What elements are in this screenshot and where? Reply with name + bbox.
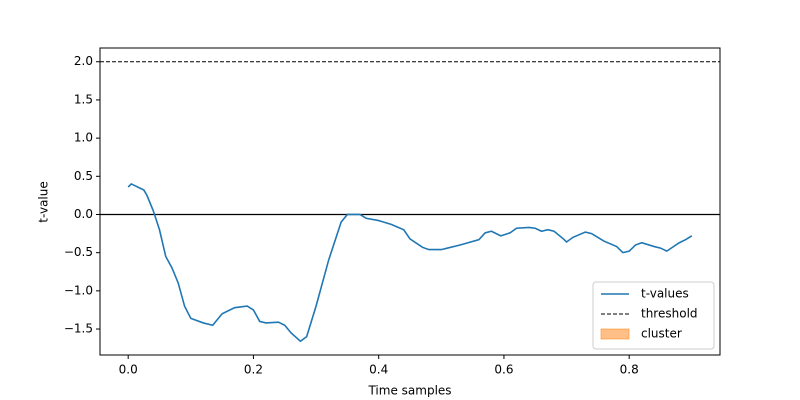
- x-tick-label: 0.2: [244, 363, 263, 377]
- legend-label: cluster: [641, 327, 682, 341]
- legend-label: t-values: [641, 287, 689, 301]
- y-tick-label: 1.0: [74, 131, 93, 145]
- x-tick-label: 0.0: [119, 363, 138, 377]
- x-tick-label: 0.6: [494, 363, 513, 377]
- y-tick-label: −1.5: [64, 322, 93, 336]
- y-tick-label: 2.0: [74, 54, 93, 68]
- plot-frame: [99, 47, 721, 356]
- x-axis-label: Time samples: [367, 384, 451, 398]
- x-tick-label: 0.8: [620, 363, 639, 377]
- y-tick-label: 0.0: [74, 207, 93, 221]
- y-tick-label: 0.5: [74, 169, 93, 183]
- legend-label: threshold: [641, 307, 698, 321]
- legend-patch: [600, 328, 630, 340]
- y-tick-label: −1.0: [64, 283, 93, 297]
- y-tick-label: 1.5: [74, 92, 93, 106]
- y-axis-label: t-value: [37, 181, 51, 223]
- series-line: [127, 182, 693, 343]
- y-tick-label: −0.5: [64, 245, 93, 259]
- x-tick-label: 0.4: [369, 363, 388, 377]
